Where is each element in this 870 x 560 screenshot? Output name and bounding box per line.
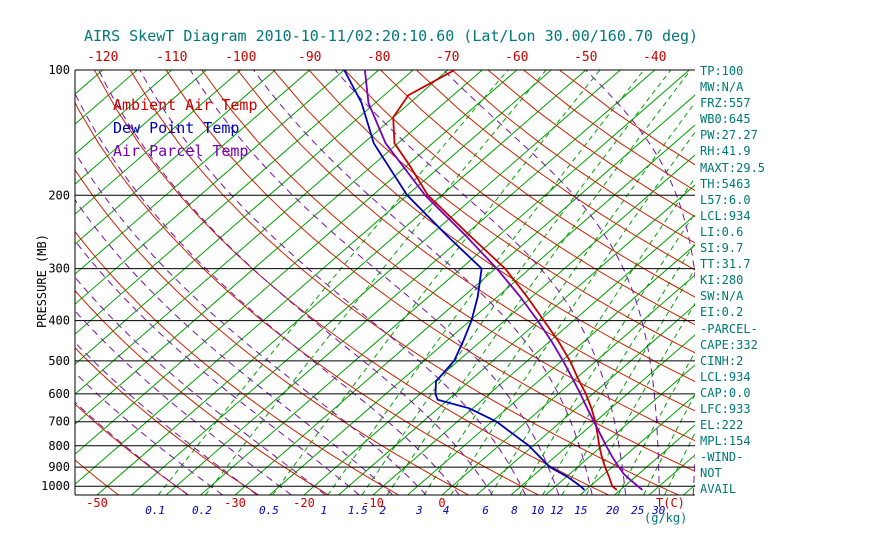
svg-text:400: 400 [48, 314, 70, 328]
svg-text:500: 500 [48, 354, 70, 368]
svg-text:0.5: 0.5 [259, 504, 279, 517]
sounding-curves [343, 70, 643, 491]
svg-text:100: 100 [48, 63, 70, 77]
stat-line: LCL:934 [700, 369, 751, 384]
stat-line: TH:5463 [700, 176, 751, 191]
svg-text:10: 10 [531, 504, 545, 517]
svg-text:8: 8 [511, 504, 518, 517]
svg-text:200: 200 [48, 188, 70, 202]
svg-text:1000: 1000 [41, 479, 70, 493]
stat-line: CAPE:332 [700, 337, 758, 352]
svg-text:-50: -50 [574, 50, 597, 65]
svg-text:12: 12 [550, 504, 564, 517]
stat-line: WB0:645 [700, 112, 751, 127]
temp-unit-label: T(C) [656, 496, 685, 510]
svg-text:1.5: 1.5 [348, 504, 368, 517]
moist-adiabat-lines [75, 70, 695, 495]
pressure-grid [74, 69, 695, 496]
legend-item-air-parcel: Air Parcel Temp [113, 142, 249, 160]
stat-line: FRZ:557 [700, 96, 751, 111]
svg-text:-30: -30 [224, 496, 246, 510]
svg-text:-100: -100 [225, 50, 256, 65]
svg-text:900: 900 [48, 460, 70, 474]
axis-tick-labels: -120 -110 -100 -90 -80 -70 -60 -50 -40-50 -30 -20-… [41, 50, 666, 517]
stat-line: -WIND- [700, 450, 744, 465]
svg-text:-70: -70 [436, 50, 459, 65]
svg-text:3: 3 [415, 504, 423, 517]
svg-text:-40: -40 [643, 50, 666, 65]
pressure-axis-label: PRESSURE (MB) [35, 234, 49, 328]
stat-line: LI:0.6 [700, 224, 744, 239]
stat-line: EL:222 [700, 418, 744, 433]
stat-line: AVAIL [700, 482, 737, 497]
stat-line: KI:280 [700, 273, 744, 288]
stat-line: MAXT:29.5 [700, 160, 766, 175]
svg-text:-60: -60 [505, 50, 528, 65]
svg-text:0: 0 [438, 496, 445, 510]
svg-text:700: 700 [48, 415, 70, 429]
svg-text:4: 4 [443, 504, 450, 517]
svg-text:300: 300 [48, 262, 70, 276]
svg-text:-110: -110 [156, 50, 187, 65]
stat-line: NOT [700, 466, 722, 481]
svg-text:-120: -120 [87, 50, 118, 65]
legend-item-ambient-temp: Ambient Air Temp [113, 96, 258, 114]
stats-panel: TP:100 MW:N/A FRZ:557 WB0:645 PW:27.27 RH:41.… [700, 63, 765, 498]
svg-text:-10: -10 [362, 496, 384, 510]
stat-line: LCL:934 [700, 208, 751, 223]
stat-line: RH:41.9 [700, 144, 751, 159]
stat-line: EI:0.2 [700, 305, 744, 320]
stat-line: CINH:2 [700, 353, 744, 368]
svg-text:-50: -50 [86, 496, 108, 510]
svg-text:1: 1 [320, 504, 327, 517]
stat-line: L57:6.0 [700, 192, 751, 207]
chart-title: AIRS SkewT Diagram 2010-10-11/02:20:10.6… [84, 27, 699, 45]
svg-text:600: 600 [48, 387, 70, 401]
svg-text:25: 25 [631, 504, 644, 517]
svg-text:-80: -80 [367, 50, 390, 65]
stat-line: CAP:0.0 [700, 385, 751, 400]
stat-line: MW:N/A [700, 80, 744, 95]
stat-line: PW:27.27 [700, 128, 758, 143]
svg-text:15: 15 [574, 504, 587, 517]
svg-text:0.1: 0.1 [145, 504, 165, 517]
svg-text:6: 6 [482, 504, 489, 517]
stat-line: LFC:933 [700, 401, 751, 416]
mixing-ratio-lines [157, 70, 695, 495]
isotherm-lines [75, 70, 695, 495]
legend-item-dew-point: Dew Point Temp [113, 119, 240, 137]
stat-line: SI:9.7 [700, 241, 744, 256]
svg-text:0.2: 0.2 [192, 504, 212, 517]
stat-line: MPL:154 [700, 434, 751, 449]
dry-adiabat-lines [75, 70, 695, 495]
svg-text:2: 2 [379, 504, 386, 517]
svg-text:800: 800 [48, 439, 70, 453]
stat-line: TP:100 [700, 64, 744, 78]
mixing-unit-label: (g/kg) [644, 511, 688, 525]
svg-text:30: 30 [651, 504, 666, 517]
stat-line: SW:N/A [700, 289, 744, 304]
svg-text:-90: -90 [298, 50, 321, 65]
svg-text:-20: -20 [293, 496, 315, 510]
svg-text:20: 20 [606, 504, 620, 517]
stat-line: TT:31.7 [700, 257, 751, 272]
stat-line: -PARCEL- [700, 321, 758, 336]
